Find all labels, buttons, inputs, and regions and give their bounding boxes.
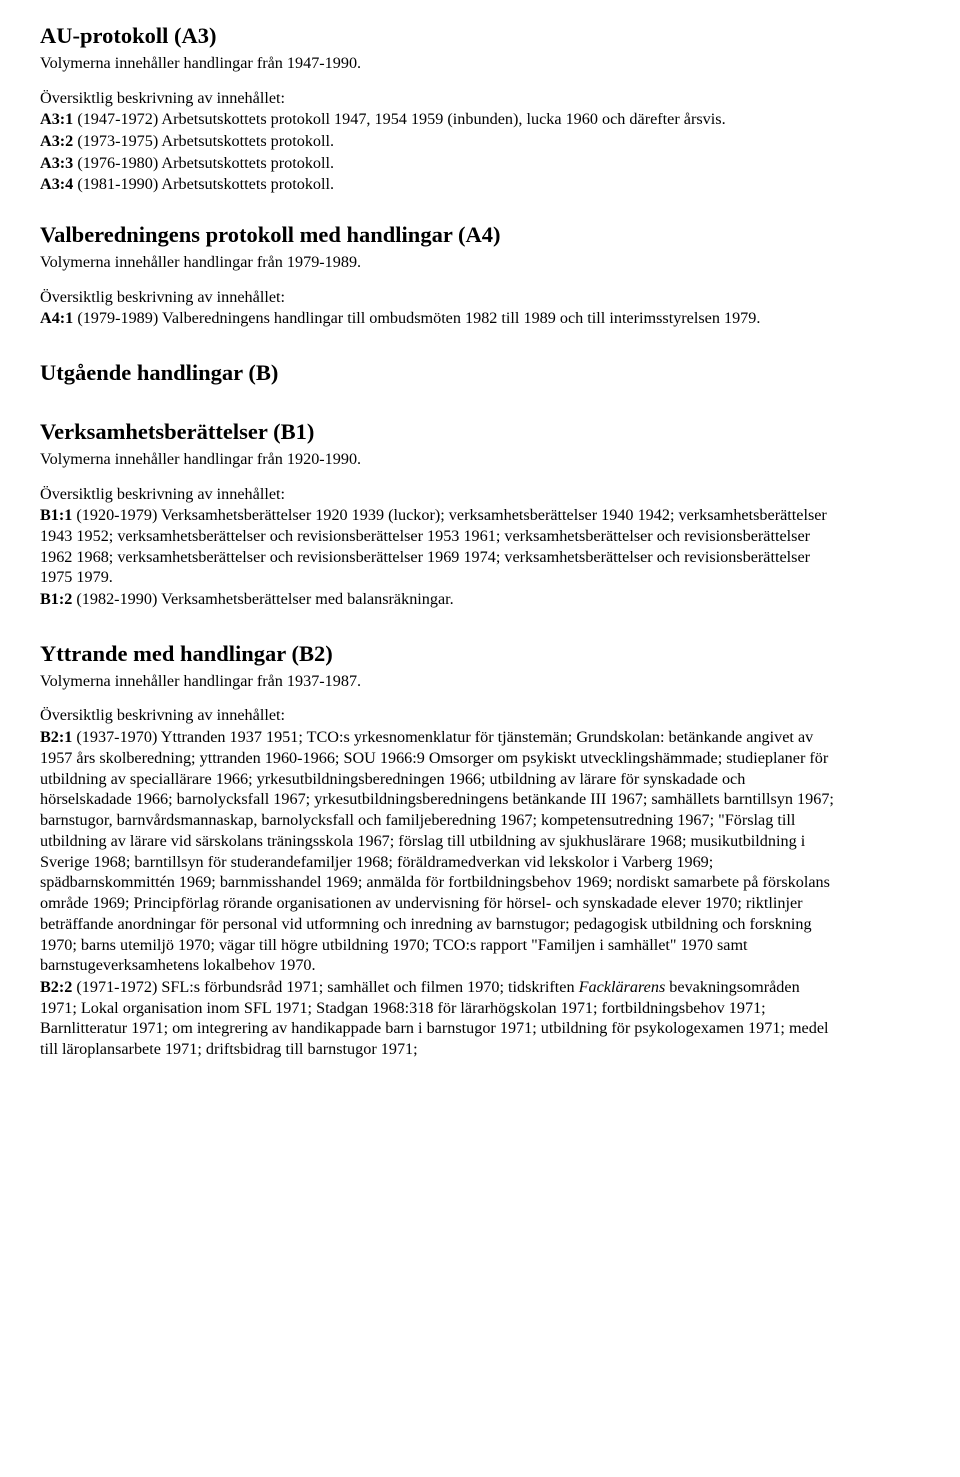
item-text: (1979-1989) Valberedningens handlingar t… — [73, 309, 760, 327]
heading-b1: Verksamhetsberättelser (B1) — [40, 418, 840, 447]
item-b1-1: B1:1 (1920-1979) Verksamhetsberättelser … — [40, 505, 840, 588]
item-label: A3:3 — [40, 154, 73, 172]
heading-b: Utgående handlingar (B) — [40, 359, 840, 388]
item-a3-1: A3:1 (1947-1972) Arbetsutskottets protok… — [40, 109, 840, 130]
heading-a4: Valberedningens protokoll med handlingar… — [40, 221, 840, 250]
item-a3-2: A3:2 (1973-1975) Arbetsutskottets protok… — [40, 131, 840, 152]
item-text: (1947-1972) Arbetsutskottets protokoll 1… — [73, 110, 725, 128]
item-text: (1981-1990) Arbetsutskottets protokoll. — [73, 175, 334, 193]
item-text: (1937-1970) Yttranden 1937 1951; TCO:s y… — [40, 728, 834, 974]
item-label: A3:1 — [40, 110, 73, 128]
volumes-b2: Volymerna innehåller handlingar från 193… — [40, 671, 840, 692]
item-text-italic: Facklärarens — [579, 978, 666, 996]
item-a4-1: A4:1 (1979-1989) Valberedningens handlin… — [40, 308, 840, 329]
document-page: AU-protokoll (A3) Volymerna innehåller h… — [0, 0, 880, 1130]
section-a4: Valberedningens protokoll med handlingar… — [40, 221, 840, 329]
overview-label-b2: Översiktlig beskrivning av innehållet: — [40, 705, 840, 726]
item-label: A4:1 — [40, 309, 73, 327]
item-text: (1976-1980) Arbetsutskottets protokoll. — [73, 154, 334, 172]
heading-b2: Yttrande med handlingar (B2) — [40, 640, 840, 669]
item-a3-3: A3:3 (1976-1980) Arbetsutskottets protok… — [40, 153, 840, 174]
item-label: B2:2 — [40, 978, 72, 996]
item-a3-4: A3:4 (1981-1990) Arbetsutskottets protok… — [40, 174, 840, 195]
overview-label-a4: Översiktlig beskrivning av innehållet: — [40, 287, 840, 308]
item-b2-2: B2:2 (1971-1972) SFL:s förbundsråd 1971;… — [40, 977, 840, 1060]
item-label: B1:2 — [40, 590, 72, 608]
item-b2-1: B2:1 (1937-1970) Yttranden 1937 1951; TC… — [40, 727, 840, 976]
item-text: (1982-1990) Verksamhetsberättelser med b… — [72, 590, 453, 608]
heading-a3: AU-protokoll (A3) — [40, 22, 840, 51]
item-label: B2:1 — [40, 728, 72, 746]
overview-label-a3: Översiktlig beskrivning av innehållet: — [40, 88, 840, 109]
overview-label-b1: Översiktlig beskrivning av innehållet: — [40, 484, 840, 505]
item-text: (1973-1975) Arbetsutskottets protokoll. — [73, 132, 334, 150]
item-b1-2: B1:2 (1982-1990) Verksamhetsberättelser … — [40, 589, 840, 610]
item-text: (1920-1979) Verksamhetsberättelser 1920 … — [40, 506, 827, 586]
section-b2: Yttrande med handlingar (B2) Volymerna i… — [40, 640, 840, 1060]
volumes-b1: Volymerna innehåller handlingar från 192… — [40, 449, 840, 470]
item-label: A3:4 — [40, 175, 73, 193]
section-b: Utgående handlingar (B) — [40, 359, 840, 388]
item-text-lead: (1971-1972) SFL:s förbundsråd 1971; samh… — [72, 978, 578, 996]
item-label: B1:1 — [40, 506, 72, 524]
volumes-a3: Volymerna innehåller handlingar från 194… — [40, 53, 840, 74]
item-label: A3:2 — [40, 132, 73, 150]
volumes-a4: Volymerna innehåller handlingar från 197… — [40, 252, 840, 273]
section-b1: Verksamhetsberättelser (B1) Volymerna in… — [40, 418, 840, 610]
section-a3: AU-protokoll (A3) Volymerna innehåller h… — [40, 22, 840, 195]
